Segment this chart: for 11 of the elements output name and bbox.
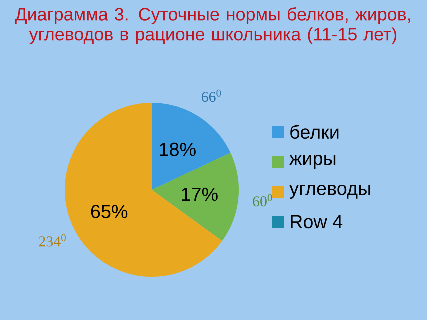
legend-label: Row 4: [291, 215, 343, 229]
text: 66$^{0}$: [202, 90, 222, 102]
text: 60$^{0}$: [253, 194, 272, 207]
data-label: 65%: [91, 205, 128, 218]
data-label: 18%: [160, 142, 196, 156]
legend-label: углеводы: [290, 184, 370, 200]
legend-label: белки: [290, 124, 339, 140]
legend-label: жиры: [290, 154, 336, 170]
data-label: 17%: [182, 188, 218, 202]
text: 234$^{0}$: [39, 234, 66, 247]
chart-title: Диаграмма 3. Суточные нормы белков, жиров, углеводов в рационе школьника (11-15 лет): [15, 8, 410, 44]
